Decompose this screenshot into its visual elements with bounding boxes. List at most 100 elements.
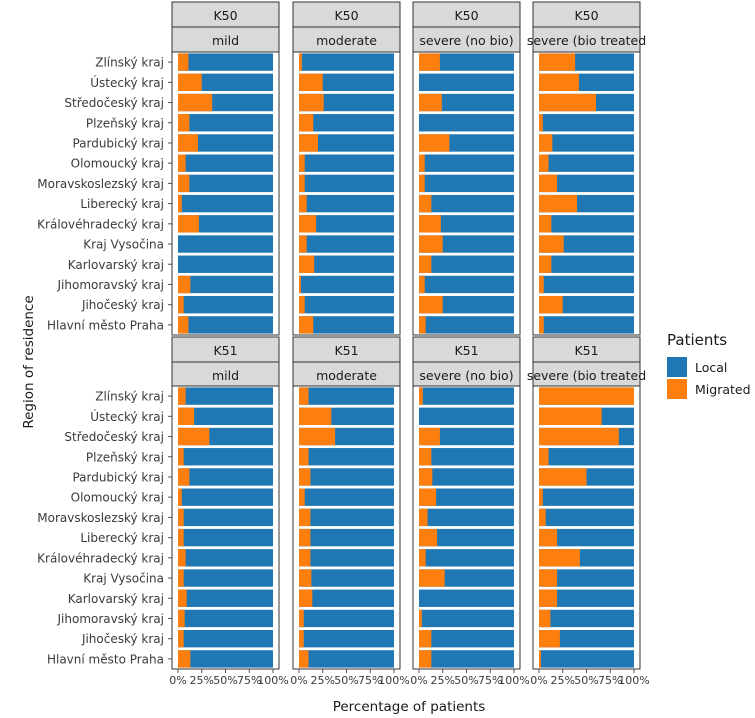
bar-local bbox=[178, 316, 273, 334]
facet-label-col: severe (bio treated bbox=[527, 368, 646, 383]
bar-migrated bbox=[419, 468, 433, 486]
facet-strip-row bbox=[532, 1, 641, 29]
facet-strip-row bbox=[412, 336, 521, 364]
bar-migrated bbox=[419, 650, 432, 668]
bar-local bbox=[419, 528, 514, 547]
bar-local bbox=[299, 154, 394, 172]
bar-migrated bbox=[539, 73, 579, 92]
bar-local bbox=[539, 650, 634, 668]
bar-migrated bbox=[539, 508, 546, 527]
bar-migrated bbox=[419, 448, 432, 466]
bar-migrated bbox=[299, 154, 305, 172]
facet-label-col: moderate bbox=[316, 368, 377, 383]
bar-local bbox=[539, 589, 634, 607]
bar-migrated bbox=[178, 215, 199, 233]
bar-migrated bbox=[419, 235, 443, 253]
bar-local bbox=[178, 528, 273, 547]
bar-local bbox=[299, 114, 394, 132]
category-label: Ústecký kraj bbox=[90, 75, 164, 90]
bar-local bbox=[419, 468, 514, 486]
bar-migrated bbox=[419, 275, 425, 294]
bar-migrated bbox=[539, 174, 558, 193]
facet-label-row: K50 bbox=[454, 8, 478, 23]
bar-local bbox=[299, 295, 394, 314]
bar-migrated bbox=[178, 387, 186, 405]
bar-local bbox=[539, 154, 634, 172]
bar-local bbox=[299, 609, 394, 628]
bar-migrated bbox=[178, 629, 184, 648]
bar-local bbox=[419, 609, 514, 628]
bar-migrated bbox=[539, 589, 558, 607]
bar-migrated bbox=[299, 488, 305, 506]
bar-local bbox=[419, 549, 514, 567]
bar-migrated bbox=[419, 569, 445, 587]
bar-migrated bbox=[419, 629, 432, 648]
bar-migrated bbox=[419, 549, 426, 567]
bar-migrated bbox=[299, 316, 314, 334]
bar-migrated bbox=[539, 569, 558, 587]
bar-migrated bbox=[299, 235, 307, 253]
bar-local bbox=[299, 549, 394, 567]
bar-migrated bbox=[178, 508, 184, 527]
bar-local bbox=[419, 387, 514, 405]
bar-local bbox=[419, 255, 514, 273]
bar-migrated bbox=[539, 407, 602, 426]
bar-local bbox=[178, 235, 273, 253]
bar-local bbox=[299, 650, 394, 668]
bar-migrated bbox=[299, 255, 315, 273]
bar-local bbox=[539, 114, 634, 132]
bar-local bbox=[178, 114, 273, 132]
bar-local bbox=[178, 629, 273, 648]
bar-migrated bbox=[419, 255, 432, 273]
bar-migrated bbox=[299, 448, 309, 466]
bar-migrated bbox=[419, 295, 443, 314]
facet-label-row: K51 bbox=[213, 343, 237, 358]
facet-label-col: severe (no bio) bbox=[419, 368, 513, 383]
bar-local bbox=[178, 468, 273, 486]
bar-local bbox=[178, 589, 273, 607]
bar-migrated bbox=[299, 53, 302, 71]
bar-local bbox=[299, 275, 394, 294]
legend-label-local: Local bbox=[695, 360, 727, 375]
category-label: Středočeský kraj bbox=[64, 430, 164, 444]
x-axis-title: Percentage of patients bbox=[333, 699, 486, 715]
x-tick-label: 100% bbox=[257, 674, 288, 687]
bar-local bbox=[419, 508, 514, 527]
facet-label-row: K50 bbox=[213, 8, 237, 23]
bar-migrated bbox=[419, 154, 425, 172]
bar-migrated bbox=[299, 549, 311, 567]
x-tick-label: 25% bbox=[551, 674, 575, 687]
bar-migrated bbox=[299, 275, 301, 294]
bar-migrated bbox=[539, 275, 544, 294]
bar-local bbox=[539, 215, 634, 233]
bar-local bbox=[419, 427, 514, 446]
bar-local bbox=[178, 549, 273, 567]
facet-label-col: severe (bio treated bbox=[527, 33, 646, 48]
bar-local bbox=[178, 194, 273, 213]
facet-label-row: K51 bbox=[574, 343, 598, 358]
category-label: Zlínský kraj bbox=[95, 56, 164, 70]
bar-local bbox=[299, 194, 394, 213]
facet-strip-row bbox=[171, 1, 280, 29]
bar-migrated bbox=[178, 549, 186, 567]
category-label: Královéhradecký kraj bbox=[37, 551, 164, 565]
bar-migrated bbox=[299, 589, 313, 607]
x-tick-label: 0% bbox=[290, 674, 307, 687]
bar-local bbox=[178, 255, 273, 273]
bar-migrated bbox=[178, 295, 184, 314]
bar-local bbox=[419, 316, 514, 334]
bar-migrated bbox=[178, 154, 186, 172]
facet-strip-row bbox=[532, 336, 641, 364]
bar-migrated bbox=[178, 275, 191, 294]
bar-migrated bbox=[419, 508, 428, 527]
bar-local bbox=[299, 174, 394, 193]
bar-migrated bbox=[539, 194, 577, 213]
bar-migrated bbox=[178, 407, 195, 426]
facet-label-col: severe (no bio) bbox=[419, 33, 513, 48]
category-label: Jihomoravský kraj bbox=[57, 278, 165, 292]
bar-local bbox=[299, 508, 394, 527]
facet-strip-row bbox=[171, 336, 280, 364]
bar-migrated bbox=[178, 589, 187, 607]
bar-local bbox=[178, 448, 273, 466]
category-label: Kraj Vysočina bbox=[83, 572, 164, 586]
